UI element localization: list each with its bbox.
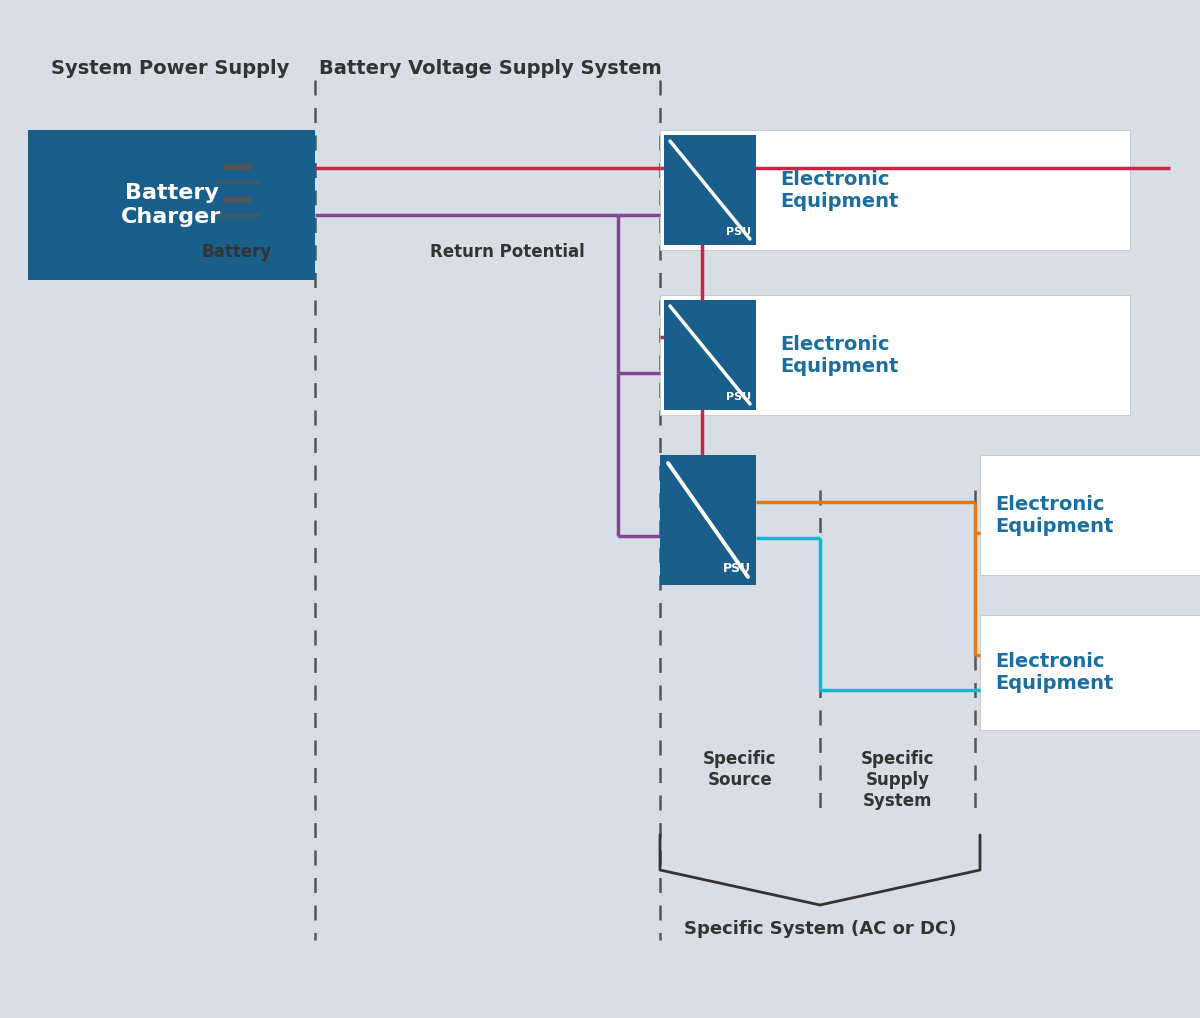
Bar xyxy=(28,130,314,280)
Text: PSU: PSU xyxy=(726,392,751,402)
Text: Specific System (AC or DC): Specific System (AC or DC) xyxy=(684,920,956,938)
Text: Electronic
Equipment: Electronic Equipment xyxy=(780,170,899,211)
Text: System Power Supply: System Power Supply xyxy=(50,58,289,77)
Bar xyxy=(664,135,756,245)
Bar xyxy=(664,300,756,410)
Text: Electronic
Equipment: Electronic Equipment xyxy=(995,495,1114,535)
Text: PSU: PSU xyxy=(726,227,751,237)
Text: Battery Voltage Supply System: Battery Voltage Supply System xyxy=(319,58,661,77)
Text: Battery: Battery xyxy=(202,243,272,261)
Text: PSU: PSU xyxy=(722,562,751,575)
Bar xyxy=(660,455,756,585)
Text: Return Potential: Return Potential xyxy=(430,243,584,261)
Bar xyxy=(980,455,1200,575)
Text: Electronic
Equipment: Electronic Equipment xyxy=(780,335,899,376)
Text: Specific
Source: Specific Source xyxy=(703,750,776,789)
Text: Battery
Charger: Battery Charger xyxy=(121,183,222,227)
Text: Specific
Supply
System: Specific Supply System xyxy=(860,750,935,809)
Bar xyxy=(980,615,1200,730)
Bar xyxy=(660,295,1130,415)
Bar xyxy=(660,130,1130,250)
Text: Electronic
Equipment: Electronic Equipment xyxy=(995,652,1114,693)
